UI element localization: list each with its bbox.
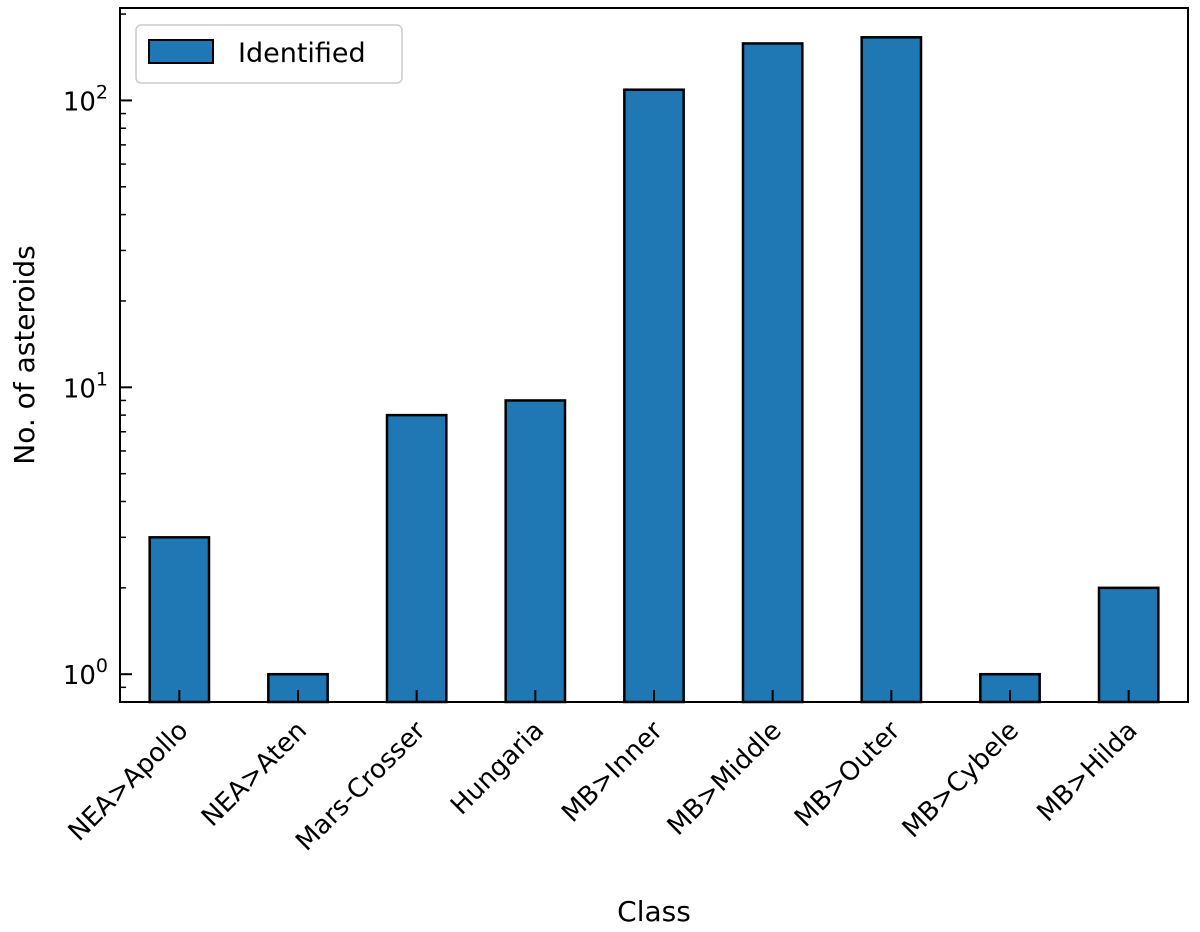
y-tick-label: 102 [63,81,108,117]
x-tick-label: MB>Middle [662,716,788,842]
legend: Identified [135,24,403,84]
bars-group [148,36,1160,704]
bar-6 [860,36,923,704]
x-tick-label: NEA>Aten [196,716,313,833]
x-tick-label: MB>Outer [789,716,907,834]
plot-frame [119,7,1189,703]
x-tick-label: NEA>Apollo [63,716,195,848]
bar-3 [504,399,567,704]
y-axis-label: No. of asteroids [8,245,41,464]
x-tick-label: Hungaria [445,716,550,821]
bar-0 [148,536,211,704]
bar-8 [1097,586,1160,704]
y-tick-label: 101 [63,368,108,404]
bar-5 [741,42,804,704]
x-axis-label: Class [617,895,691,928]
y-tick-label: 100 [63,655,108,691]
x-tick-label: MB>Hilda [1032,716,1144,828]
x-tick-label: MB>Cybele [897,716,1025,844]
legend-label: Identified [238,38,366,69]
legend-swatch [148,39,214,64]
bar-2 [385,413,448,704]
y-axis-ticks: 100 101 102 [63,13,132,703]
bar-4 [623,88,685,704]
x-tick-label: MB>Inner [556,716,669,829]
